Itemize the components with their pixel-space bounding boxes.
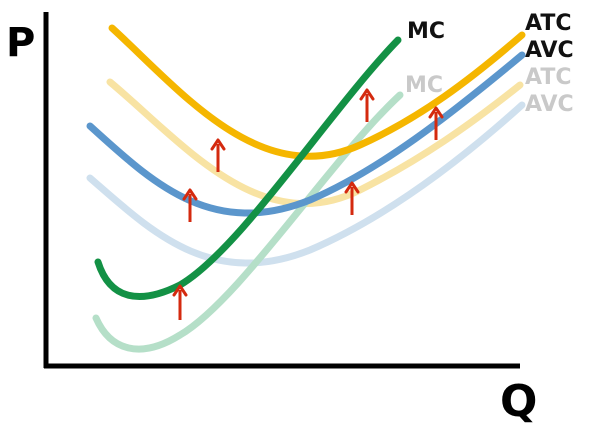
series-avc-old [86, 101, 526, 267]
shift-arrow [344, 181, 360, 215]
shift-arrow [428, 106, 444, 140]
label-mc-new: MC [407, 19, 445, 44]
label-avc-new: AVC [525, 38, 574, 63]
y-axis-label: P [6, 20, 35, 66]
label-atc-new: ATC [525, 11, 571, 36]
series-avc-new [86, 51, 526, 217]
label-atc-old: ATC [525, 65, 571, 90]
series-atc-new [108, 24, 526, 160]
label-mc-old: MC [405, 73, 443, 98]
x-axis-label: Q [500, 376, 537, 424]
shift-arrow [210, 138, 226, 172]
series-mc-new [94, 36, 402, 301]
shift-arrow [172, 284, 188, 320]
shift-arrows [172, 88, 444, 320]
shift-arrow [359, 88, 375, 122]
label-avc-old: AVC [525, 92, 574, 117]
shift-arrow [182, 188, 198, 222]
series-atc-old [106, 78, 524, 207]
